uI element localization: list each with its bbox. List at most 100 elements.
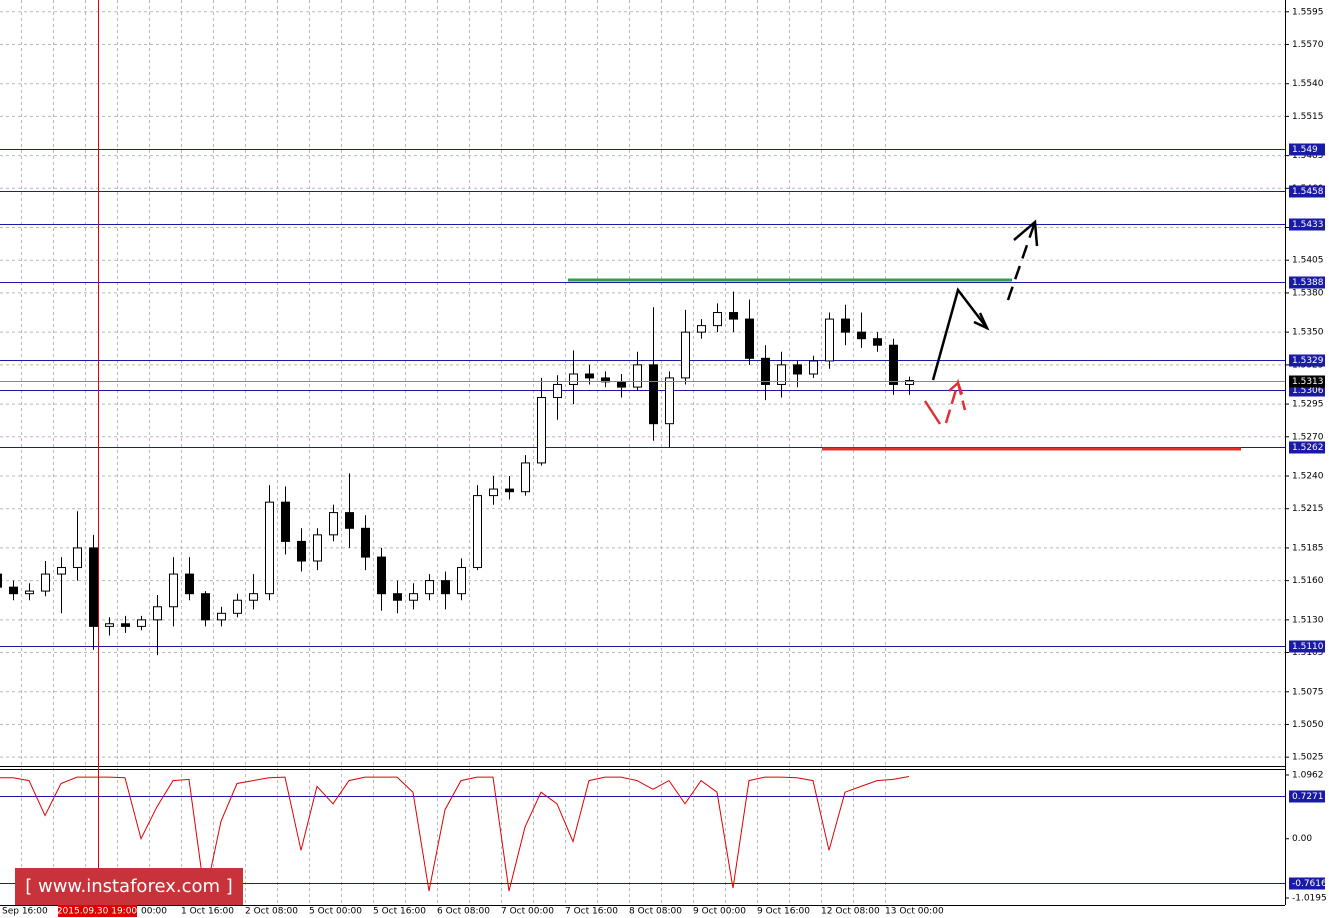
candle-body xyxy=(265,501,274,595)
level-box xyxy=(1289,276,1325,289)
candle-body xyxy=(633,364,642,388)
candle-body xyxy=(185,573,194,595)
candle-body xyxy=(345,512,354,529)
candle-body xyxy=(441,580,450,595)
level-label: 1.5262 xyxy=(1292,443,1324,453)
candle-body xyxy=(217,612,226,621)
candle-body xyxy=(729,312,738,320)
y-tick-label: 1.5540 xyxy=(1292,79,1324,89)
level-label: -0.7616 xyxy=(1292,879,1327,889)
candle-body xyxy=(553,383,562,399)
y-tick-label: 1.5025 xyxy=(1292,753,1324,763)
x-tick-label: 9 Oct 16:00 xyxy=(757,907,810,917)
candle-body xyxy=(297,540,306,562)
level-box xyxy=(1289,640,1325,653)
candle-body xyxy=(281,501,290,542)
candle-body xyxy=(457,567,466,595)
y-tick-label: 1.5160 xyxy=(1292,576,1324,586)
last-price-box xyxy=(1289,375,1325,388)
y-tick-label: 1.0962 xyxy=(1292,770,1324,780)
level-label: 1.5458 xyxy=(1292,187,1324,197)
level-label: 1.5388 xyxy=(1292,278,1324,288)
candle-body xyxy=(25,590,34,595)
x-tick-label: 1 Oct 16:00 xyxy=(181,907,234,917)
candle-body xyxy=(697,325,706,333)
x-tick-label: 9 Oct 00:00 xyxy=(693,907,746,917)
candle-body xyxy=(89,547,98,627)
candle-body xyxy=(665,377,674,425)
level-box xyxy=(1289,185,1325,198)
grid xyxy=(0,0,1285,905)
x-tick-label: 8 Oct 08:00 xyxy=(629,907,682,917)
y-tick-label: 1.5350 xyxy=(1292,328,1324,338)
y-tick-label: 1.5185 xyxy=(1292,543,1324,553)
candle-body xyxy=(9,586,18,595)
level-label: 0.7271 xyxy=(1292,792,1324,802)
candle-body xyxy=(169,573,178,608)
y-tick-label: 1.5105 xyxy=(1292,648,1324,658)
candle-body xyxy=(761,357,770,385)
candle-body xyxy=(393,593,402,601)
candle-body xyxy=(57,567,66,575)
candle-body xyxy=(73,547,82,569)
candle-body xyxy=(409,593,418,601)
candle-body xyxy=(201,593,210,621)
arrowhead xyxy=(973,312,990,331)
y-tick-label: 1.5130 xyxy=(1292,615,1324,625)
price-panel: 1.55951.55701.55401.55151.54851.54601.54… xyxy=(0,7,1325,763)
watermark: [ www.instaforex.com ] xyxy=(25,876,233,897)
candle-body xyxy=(841,318,850,333)
y-tick-label: 1.5295 xyxy=(1292,400,1324,410)
y-tick-label: 1.5570 xyxy=(1292,40,1324,50)
candle-body xyxy=(233,599,242,614)
candle-body xyxy=(745,318,754,359)
x-tick-label: 13 Oct 00:00 xyxy=(885,907,944,917)
candle-body xyxy=(313,534,322,562)
candle-body xyxy=(889,344,898,385)
x-tick-label: 5 Oct 16:00 xyxy=(373,907,426,917)
candle-body xyxy=(793,364,802,375)
candle-body xyxy=(489,488,498,497)
crosshair-box xyxy=(58,905,137,917)
level-box xyxy=(1289,790,1325,803)
candle-body xyxy=(809,360,818,375)
level-label: 1.549 xyxy=(1292,145,1318,155)
candle-body xyxy=(121,623,130,627)
y-tick-label: 1.5050 xyxy=(1292,720,1324,730)
candle-body xyxy=(377,556,386,595)
candle-body xyxy=(329,512,338,536)
x-tick-label: 12 Oct 08:00 xyxy=(821,907,880,917)
x-tick-label: 2 Oct 08:00 xyxy=(245,907,298,917)
candle-body xyxy=(585,373,594,379)
y-tick-label: 0.00 xyxy=(1292,834,1312,844)
arrow xyxy=(1006,221,1037,301)
candle-body xyxy=(569,373,578,385)
x-tick-label: 00:00 xyxy=(141,907,167,917)
candle-body xyxy=(825,318,834,362)
arrowhead xyxy=(1013,219,1039,247)
level-label: 1.5329 xyxy=(1292,356,1324,366)
candle-body xyxy=(537,397,546,464)
candle-body xyxy=(249,593,258,601)
level-label: 1.5110 xyxy=(1292,642,1324,652)
candle-body xyxy=(649,364,658,425)
candle-body xyxy=(905,380,914,385)
x-tick-label: Sep 16:00 xyxy=(2,907,48,917)
indicator-panel: 1.0962 0.00 -1.0195 0.7271 -0.7616 xyxy=(0,770,1327,903)
candle-body xyxy=(137,619,146,627)
candle-body xyxy=(681,331,690,379)
candle-body xyxy=(873,338,882,346)
level-box xyxy=(1289,218,1325,231)
arrow xyxy=(923,400,942,425)
level-label: 1.5306 xyxy=(1292,386,1324,396)
crosshair-label: 2015.09.30 19:00 xyxy=(57,907,138,917)
watermark-box xyxy=(15,868,243,905)
indicator-line xyxy=(0,776,910,898)
candle-body xyxy=(0,573,2,588)
arrow xyxy=(931,287,988,381)
candle-body xyxy=(41,573,50,592)
candle-body xyxy=(505,488,514,493)
candle-body xyxy=(105,623,114,627)
